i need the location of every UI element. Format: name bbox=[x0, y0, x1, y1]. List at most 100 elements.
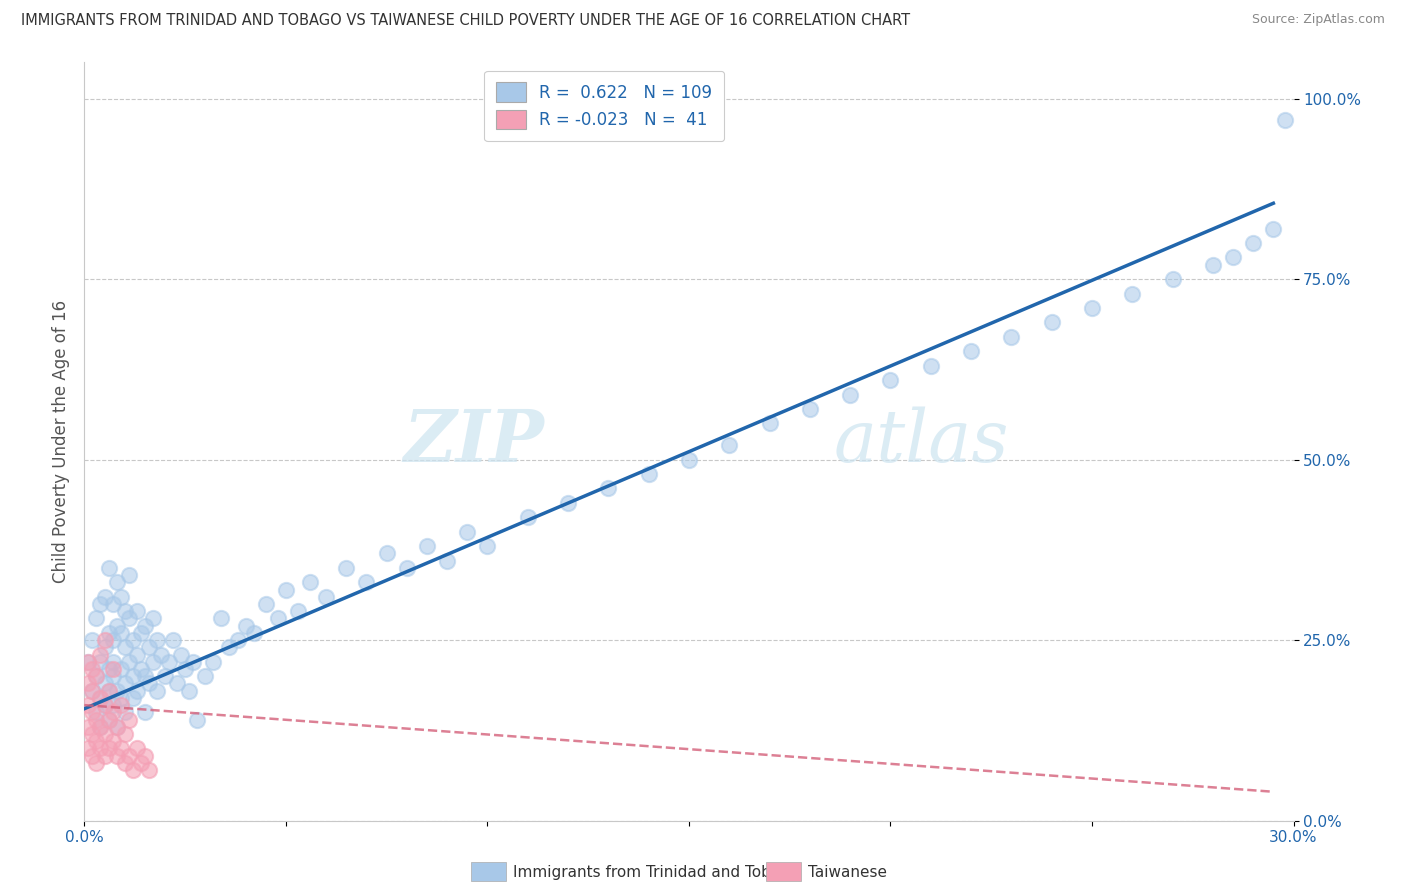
Point bbox=[1040, 315, 1063, 329]
Point bbox=[114, 706, 136, 720]
Point bbox=[101, 706, 124, 720]
Point bbox=[1241, 235, 1264, 250]
Point bbox=[194, 669, 217, 683]
Point bbox=[105, 720, 128, 734]
Point bbox=[82, 633, 104, 648]
Point bbox=[86, 706, 108, 720]
Point bbox=[142, 611, 165, 625]
Point bbox=[114, 604, 136, 618]
Point bbox=[77, 655, 100, 669]
Point bbox=[146, 633, 169, 648]
Point bbox=[356, 575, 378, 590]
Point bbox=[235, 618, 257, 632]
Point bbox=[1263, 221, 1285, 235]
Point bbox=[86, 669, 108, 683]
Text: atlas: atlas bbox=[834, 406, 1010, 477]
Point bbox=[242, 626, 264, 640]
Point bbox=[226, 633, 249, 648]
Point bbox=[110, 690, 132, 705]
Point bbox=[93, 590, 115, 604]
Point bbox=[93, 698, 115, 712]
Point bbox=[114, 727, 136, 741]
Point bbox=[170, 648, 193, 662]
Point bbox=[142, 655, 165, 669]
Text: ZIP: ZIP bbox=[404, 406, 544, 477]
Point bbox=[121, 669, 143, 683]
Point bbox=[101, 597, 124, 611]
Point bbox=[89, 597, 111, 611]
Point bbox=[162, 633, 184, 648]
Point bbox=[82, 706, 104, 720]
Point bbox=[82, 683, 104, 698]
Point bbox=[125, 648, 148, 662]
Point bbox=[179, 683, 201, 698]
Point bbox=[598, 482, 620, 496]
Point bbox=[125, 741, 148, 756]
Point bbox=[1121, 286, 1143, 301]
Point bbox=[1081, 301, 1104, 315]
Point bbox=[557, 496, 579, 510]
Point bbox=[93, 698, 115, 712]
Point bbox=[149, 648, 172, 662]
Text: Taiwanese: Taiwanese bbox=[808, 865, 887, 880]
Point bbox=[93, 727, 115, 741]
Point bbox=[121, 690, 143, 705]
Point bbox=[110, 662, 132, 676]
Point bbox=[1274, 113, 1296, 128]
Point bbox=[1000, 330, 1022, 344]
Point bbox=[799, 402, 821, 417]
Point bbox=[105, 748, 128, 763]
Point bbox=[121, 763, 143, 777]
Point bbox=[97, 713, 120, 727]
Y-axis label: Child Poverty Under the Age of 16: Child Poverty Under the Age of 16 bbox=[52, 300, 70, 583]
Point bbox=[93, 640, 115, 655]
Point bbox=[82, 662, 104, 676]
Point bbox=[146, 683, 169, 698]
Point bbox=[129, 756, 152, 770]
Point bbox=[118, 611, 141, 625]
Point bbox=[254, 597, 277, 611]
Point bbox=[77, 655, 100, 669]
Point bbox=[110, 741, 132, 756]
Point bbox=[77, 741, 100, 756]
Point bbox=[89, 720, 111, 734]
Point bbox=[86, 669, 108, 683]
Point bbox=[89, 741, 111, 756]
Point bbox=[134, 748, 156, 763]
Point bbox=[1222, 251, 1244, 265]
Point bbox=[758, 417, 780, 431]
Point bbox=[86, 734, 108, 748]
Point bbox=[77, 676, 100, 690]
Point bbox=[89, 690, 111, 705]
Point bbox=[105, 618, 128, 632]
Point bbox=[129, 626, 152, 640]
Point bbox=[97, 683, 120, 698]
Point bbox=[121, 633, 143, 648]
Legend: R =  0.622   N = 109, R = -0.023   N =  41: R = 0.622 N = 109, R = -0.023 N = 41 bbox=[485, 70, 724, 141]
Point bbox=[920, 359, 942, 373]
Point bbox=[960, 344, 983, 359]
Point bbox=[97, 683, 120, 698]
Point bbox=[209, 611, 232, 625]
Point bbox=[718, 438, 741, 452]
Point bbox=[335, 561, 357, 575]
Point bbox=[267, 611, 290, 625]
Point bbox=[97, 741, 120, 756]
Point bbox=[86, 713, 108, 727]
Point bbox=[287, 604, 309, 618]
Point bbox=[138, 640, 160, 655]
Point bbox=[839, 387, 862, 401]
Point bbox=[157, 655, 180, 669]
Point bbox=[105, 683, 128, 698]
Point bbox=[1161, 272, 1184, 286]
Point bbox=[86, 611, 108, 625]
Point bbox=[299, 575, 322, 590]
Point bbox=[218, 640, 240, 655]
Point bbox=[395, 561, 418, 575]
Point bbox=[114, 676, 136, 690]
Point bbox=[118, 655, 141, 669]
Point bbox=[202, 655, 225, 669]
Point bbox=[181, 655, 204, 669]
Point bbox=[82, 748, 104, 763]
Point bbox=[678, 452, 700, 467]
